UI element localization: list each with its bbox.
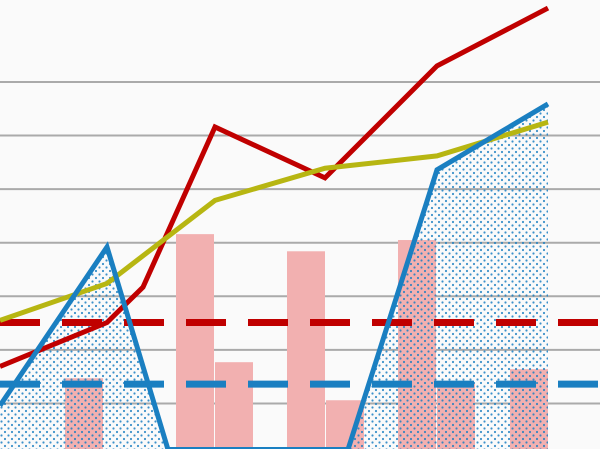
line-series [0,5,550,369]
line-series [0,119,549,323]
line-series [0,101,550,449]
bar [215,362,253,449]
bar [287,251,325,449]
bar [176,234,214,449]
stipple-area [0,103,548,449]
